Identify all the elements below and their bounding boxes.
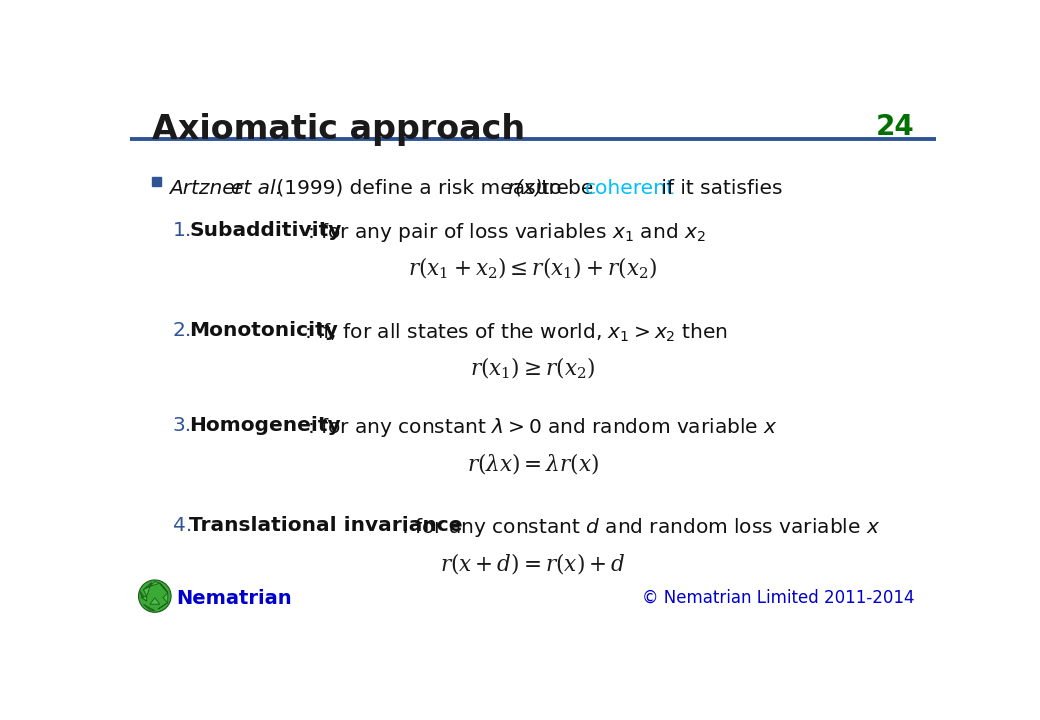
Text: 1.: 1. <box>173 221 191 240</box>
Polygon shape <box>144 582 152 590</box>
Polygon shape <box>140 591 147 601</box>
Text: 4.: 4. <box>173 516 191 535</box>
Text: coherent: coherent <box>586 179 675 198</box>
Text: to be: to be <box>535 179 600 198</box>
Text: $r\left(x+d\right)= r\left(x\right)+d$: $r\left(x+d\right)= r\left(x\right)+d$ <box>440 551 626 576</box>
Text: Translational invariance: Translational invariance <box>189 516 463 535</box>
Polygon shape <box>141 596 147 601</box>
Polygon shape <box>150 598 160 604</box>
Text: Subadditivity: Subadditivity <box>189 221 341 240</box>
Text: r(x): r(x) <box>508 179 543 198</box>
Polygon shape <box>144 604 155 611</box>
Text: Monotonicity: Monotonicity <box>189 321 338 341</box>
Polygon shape <box>163 593 167 603</box>
Polygon shape <box>144 586 150 596</box>
FancyBboxPatch shape <box>152 177 161 186</box>
Text: Artzner: Artzner <box>168 179 249 198</box>
Text: Nematrian: Nematrian <box>177 589 292 608</box>
Text: Axiomatic approach: Axiomatic approach <box>152 113 525 146</box>
Text: : for any constant $\lambda > 0$ and random variable $x$: : for any constant $\lambda > 0$ and ran… <box>307 416 777 439</box>
Text: : for any pair of loss variables $x_1$ and $x_2$: : for any pair of loss variables $x_1$ a… <box>307 221 706 244</box>
Text: $r\left(x_1+x_2\right)\leq r\left(x_1\right)+r\left(x_2\right)$: $r\left(x_1+x_2\right)\leq r\left(x_1\ri… <box>409 256 657 281</box>
Text: Homogeneity: Homogeneity <box>189 416 341 435</box>
Text: 2.: 2. <box>173 321 191 341</box>
Text: (1999) define a risk measure: (1999) define a risk measure <box>270 179 576 198</box>
Text: : for any constant $d$ and random loss variable $x$: : for any constant $d$ and random loss v… <box>401 516 881 539</box>
Text: 24: 24 <box>876 113 914 141</box>
Text: et al.: et al. <box>231 179 282 198</box>
Text: : if, for all states of the world, $x_1 > x_2$ then: : if, for all states of the world, $x_1 … <box>305 321 728 343</box>
Text: if it satisfies: if it satisfies <box>654 179 782 198</box>
Text: © Nematrian Limited 2011-2014: © Nematrian Limited 2011-2014 <box>642 589 914 607</box>
Text: 3.: 3. <box>173 416 191 435</box>
Polygon shape <box>160 583 167 593</box>
Circle shape <box>138 580 171 612</box>
Polygon shape <box>160 583 167 593</box>
Text: $r\left(x_1\right)\geq r\left(x_2\right)$: $r\left(x_1\right)\geq r\left(x_2\right)… <box>470 356 596 381</box>
Polygon shape <box>150 582 160 586</box>
Polygon shape <box>158 603 167 609</box>
Text: $r\left(\lambda x\right)= \lambda r\left(x\right)$: $r\left(\lambda x\right)= \lambda r\left… <box>467 451 599 476</box>
